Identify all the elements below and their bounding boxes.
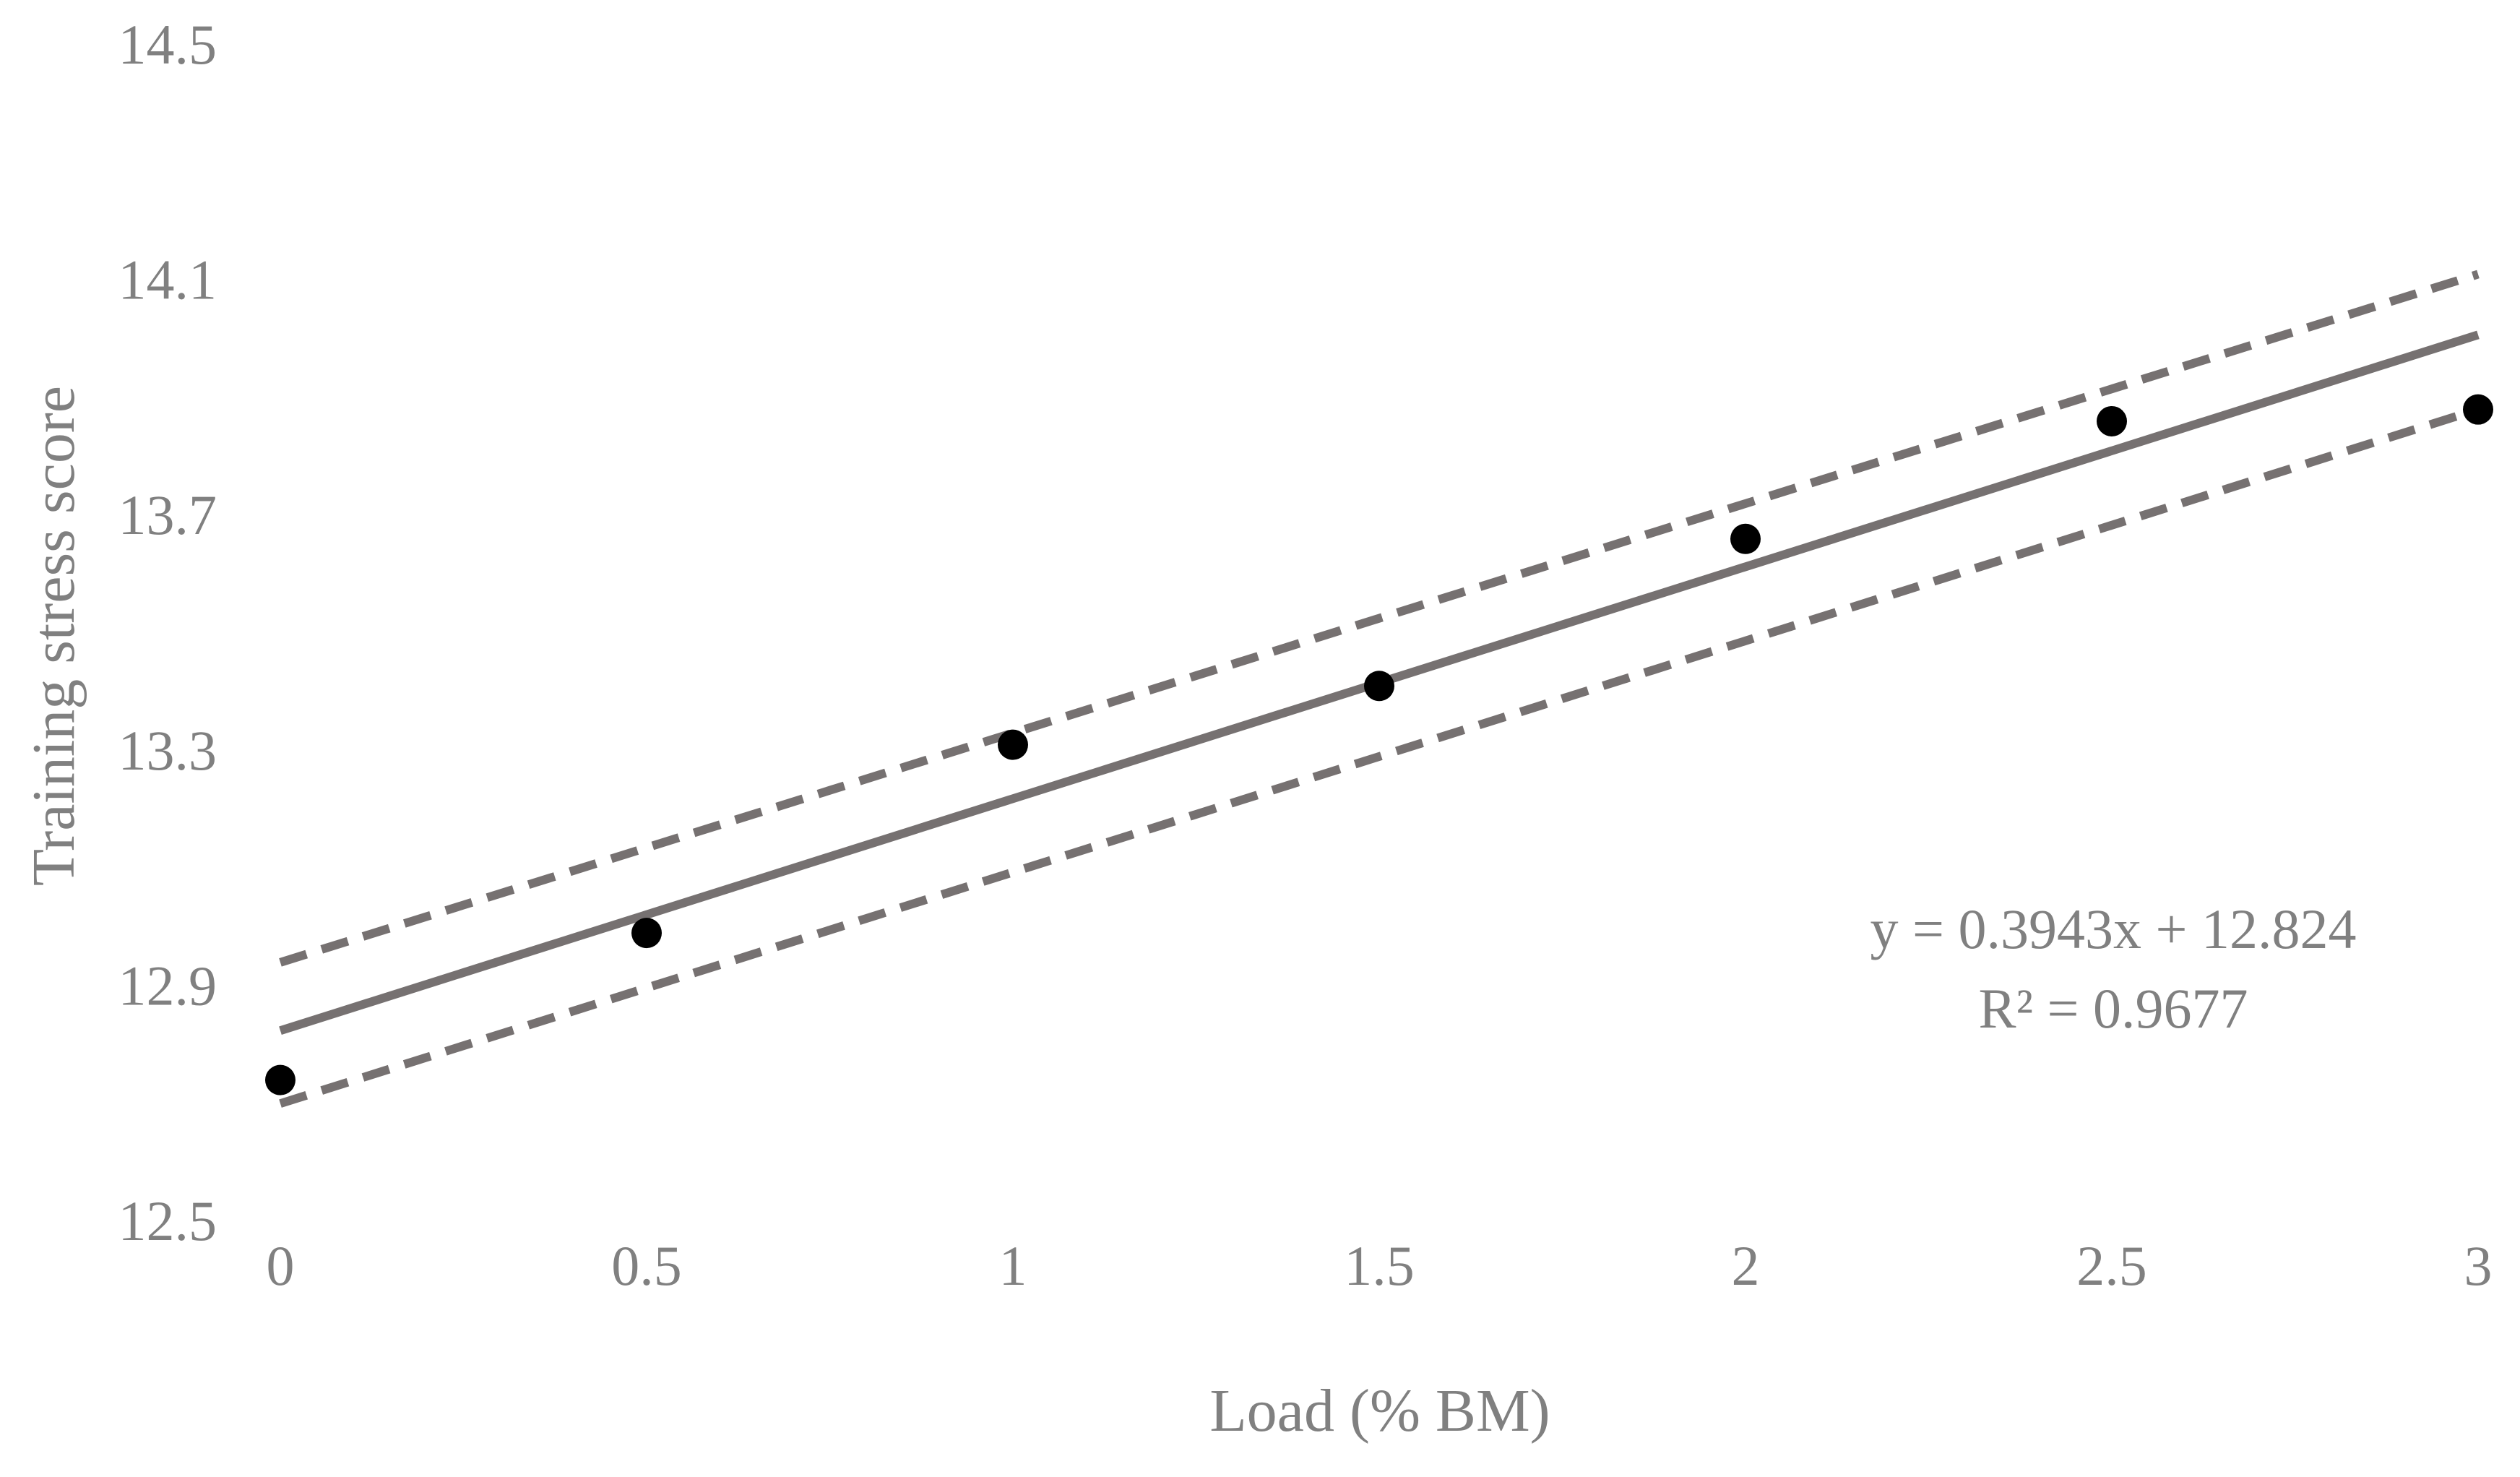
data-point bbox=[1730, 523, 1761, 554]
confidence-bands bbox=[279, 270, 2480, 1108]
x-tick-label: 3 bbox=[2464, 1234, 2493, 1297]
x-tick-label: 2.5 bbox=[2076, 1234, 2147, 1297]
x-tick-label: 2 bbox=[1732, 1234, 1760, 1297]
y-tick-label: 12.5 bbox=[118, 1189, 217, 1252]
x-tick-label: 1 bbox=[999, 1234, 1027, 1297]
data-point bbox=[2097, 405, 2127, 436]
data-points bbox=[265, 394, 2493, 1095]
data-point bbox=[631, 918, 662, 949]
r-squared-label: R² = 0.9677 bbox=[1979, 977, 2248, 1040]
data-point bbox=[2463, 394, 2493, 425]
y-tick-label: 13.3 bbox=[118, 719, 217, 782]
confidence-upper-line bbox=[279, 270, 2480, 967]
x-axis-label: Load (% BM) bbox=[1209, 1377, 1550, 1444]
x-tick-label: 0.5 bbox=[611, 1234, 682, 1297]
data-point bbox=[265, 1064, 295, 1095]
data-point bbox=[1364, 671, 1394, 702]
y-tick-label: 14.5 bbox=[118, 13, 217, 76]
data-point bbox=[998, 729, 1028, 760]
x-tick-label: 1.5 bbox=[1344, 1234, 1415, 1297]
y-axis-ticks: 14.5 14.1 13.7 13.3 12.9 12.5 bbox=[118, 13, 217, 1252]
y-tick-label: 12.9 bbox=[118, 954, 217, 1017]
x-tick-label: 0 bbox=[267, 1234, 295, 1297]
confidence-lower-line bbox=[279, 405, 2480, 1108]
y-axis-label: Training stress score bbox=[20, 386, 87, 886]
trendline-equation: y = 0.3943x + 12.824 bbox=[1870, 897, 2357, 960]
y-tick-label: 14.1 bbox=[118, 249, 217, 311]
y-tick-label: 13.7 bbox=[118, 483, 217, 546]
x-axis-ticks: 0 0.5 1 1.5 2 2.5 3 bbox=[267, 1234, 2493, 1297]
